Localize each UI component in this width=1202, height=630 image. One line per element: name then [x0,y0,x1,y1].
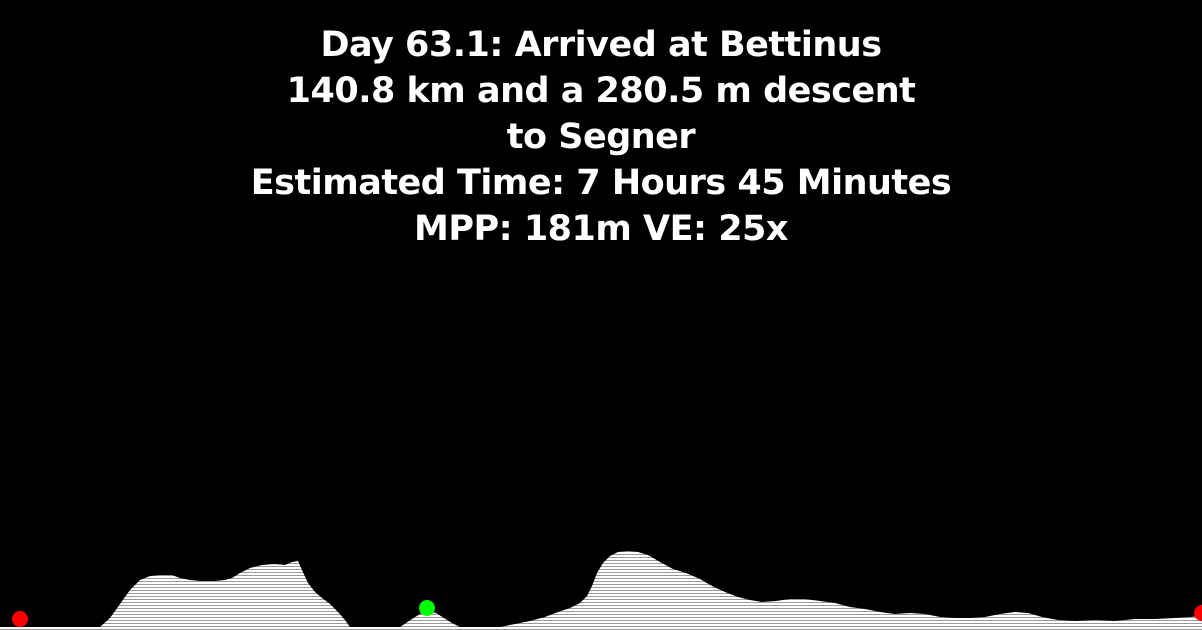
end-marker [1194,605,1202,621]
scale-info: MPP: 181m VE: 25x [414,209,789,249]
start-marker [12,611,28,627]
current-position-marker [419,600,435,616]
distance-descent: 140.8 km and a 280.5 m descent [286,71,916,111]
route-summary: Day 63.1: Arrived at Bettinus 140.8 km a… [0,22,1202,252]
estimated-time: Estimated Time: 7 Hours 45 Minutes [250,163,952,203]
terrain-silhouette [0,551,1202,630]
day-title: Day 63.1: Arrived at Bettinus [320,25,882,65]
destination: to Segner [506,117,696,157]
